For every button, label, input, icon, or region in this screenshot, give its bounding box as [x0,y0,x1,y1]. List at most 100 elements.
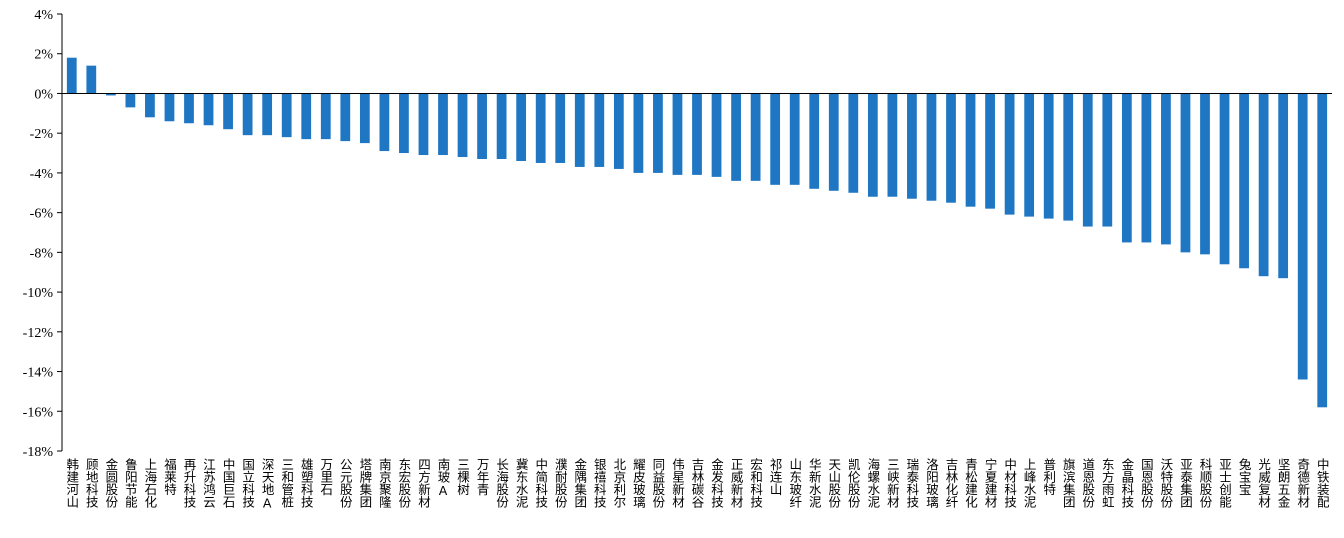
bar [125,93,136,108]
x-tick-label: 海螺水泥 [865,457,880,508]
bar [1219,93,1230,265]
x-tick-label: 中材科技 [1002,457,1017,508]
bar [1161,93,1171,245]
x-tick-label: 江苏鸿云 [201,458,216,509]
x-tick-label: 伟星新材 [670,458,685,508]
x-tick-label: 福莱特 [162,457,177,496]
x-tick-label: 宏和科技 [748,457,763,508]
x-tick-label: 再升科技 [182,458,197,508]
x-tick-label: 上海石化 [142,458,157,509]
x-tick-label: 沃特股份 [1158,458,1173,508]
bar [418,93,429,156]
x-tick-label: 金晶科技 [1119,457,1134,508]
x-tick-label: 旗滨集团 [1061,457,1076,509]
y-tick-label: -14% [23,366,54,381]
bar [105,93,116,96]
bar [1200,93,1210,255]
bar [809,93,820,189]
y-tick-label: 2% [34,48,53,63]
x-tick-label: 濮耐股份 [553,457,568,508]
bar [1024,93,1035,217]
bar [320,93,331,140]
bar [1239,93,1249,269]
x-tick-label: 深天地A [260,458,275,511]
x-tick-label: 长海股份 [494,458,509,508]
x-tick-label: 吉林化纤 [944,458,959,508]
x-tick-label: 天山股份 [826,458,841,508]
x-tick-label: 东宏股份 [396,458,411,508]
bar [1180,93,1191,253]
bar [1121,93,1132,243]
bar [516,93,527,161]
bar [828,93,839,191]
x-tick-label: 塔牌集团 [357,458,372,509]
bar [926,93,937,201]
bar [1258,93,1269,277]
bar [359,93,370,144]
bar [1063,93,1074,221]
x-tick-label: 韩建河山 [64,457,79,508]
bar [867,93,878,197]
y-tick-label: -12% [23,326,54,341]
y-tick-label: -4% [30,167,54,182]
bar [281,93,292,138]
x-tick-label: 东方雨虹 [1100,458,1115,508]
bar [223,93,233,130]
x-tick-label: 道恩股份 [1080,458,1095,508]
x-tick-label: 雄塑科技 [299,457,314,508]
y-tick-label: -6% [30,207,54,222]
bar [379,93,390,152]
x-tick-label: 光威复材 [1256,458,1271,508]
bar [145,93,155,118]
bar [496,93,507,160]
x-tick-label: 三和管桩 [279,458,294,508]
bar [438,93,448,156]
x-tick-label: 鲁阳节能 [123,458,138,508]
x-tick-label: 凯伦股份 [846,458,861,508]
x-tick-label: 顾地科技 [84,458,99,508]
bar [1043,93,1054,219]
x-tick-label: 耀皮玻璃 [631,458,646,509]
x-tick-label: 三峡新材 [885,458,900,508]
y-tick-label: 0% [34,87,53,102]
bar [457,93,468,158]
bar [789,93,800,185]
bar [672,93,683,175]
x-tick-label: 上峰水泥 [1022,458,1037,508]
y-tick-label: 4% [34,8,53,23]
x-tick-label: 四方新材 [416,458,431,508]
bar [164,93,175,122]
x-tick-label: 宁夏建材 [983,457,998,508]
x-tick-label: 坚朗五金 [1276,458,1291,508]
x-tick-label: 山东玻纤 [787,458,802,508]
bar [184,93,194,124]
x-tick-label: 瑞泰科技 [904,458,919,508]
x-tick-label: 亚泰集团 [1178,458,1193,509]
bar [86,65,97,94]
x-tick-label: 吉林碳谷 [690,458,705,509]
bar [242,93,253,136]
x-tick-label: 金隅集团 [572,457,587,509]
x-tick-label: 国恩股份 [1139,458,1154,508]
bar [907,93,917,199]
x-tick-label: 亚士创能 [1217,458,1232,508]
bar [946,93,956,203]
y-tick-label: -18% [23,445,54,460]
x-tick-label: 三棵树 [455,458,470,496]
x-tick-label: 洛阳玻璃 [924,457,939,509]
bar [848,93,859,193]
bar [633,93,644,173]
x-tick-label: 正威新材 [729,458,744,508]
x-tick-label: 北京利尔 [611,458,626,508]
x-tick-label: 万里石 [318,458,333,496]
x-tick-label: 兔宝宝 [1237,457,1252,496]
bar [1102,93,1113,227]
bar [1297,93,1308,380]
x-tick-label: 普利特 [1041,458,1056,496]
bar [1082,93,1093,227]
bar [1317,93,1328,408]
y-tick-label: -16% [23,405,54,420]
bar [399,93,409,154]
bar [574,93,585,167]
y-tick-label: -8% [30,246,54,261]
